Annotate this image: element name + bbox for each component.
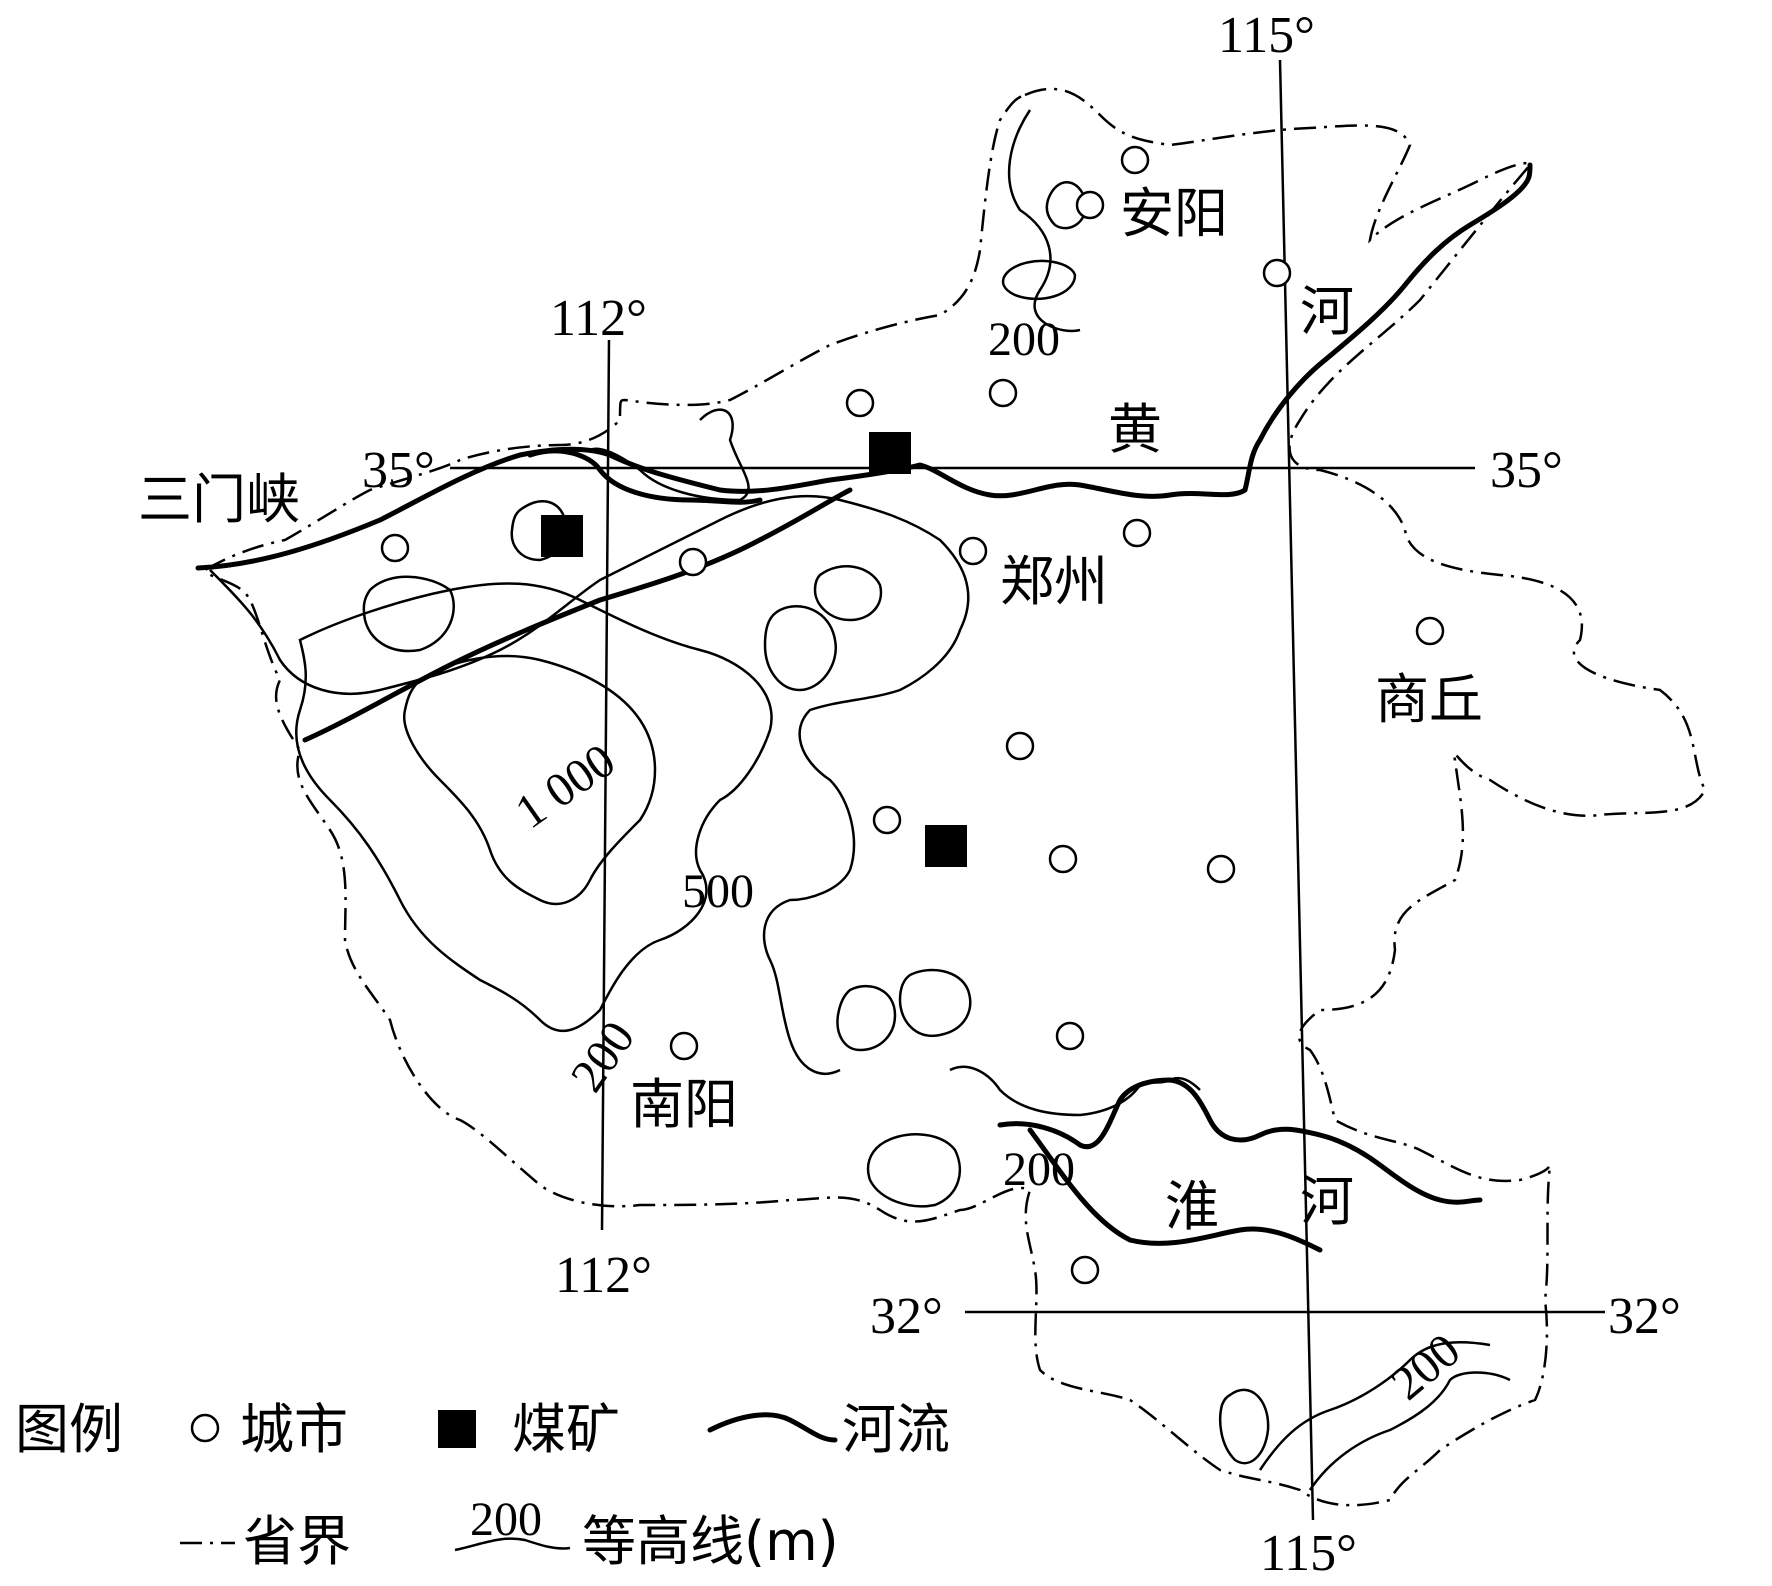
province-border — [203, 87, 1707, 1507]
meridian-115 — [1278, 59, 1315, 1521]
legend-contour-symbol — [454, 1537, 571, 1552]
coal-mine-marker — [925, 825, 967, 867]
lat-32-left-label: 32° — [870, 1288, 943, 1345]
contour-label-200-south: 200 — [1003, 1143, 1075, 1196]
legend-river-symbol — [707, 1412, 838, 1443]
contour-hill-central-5 — [866, 1133, 962, 1208]
legend: 图例 城市 煤矿 河流 省界 200 等高线(m) — [15, 1398, 950, 1573]
city-marker-shangqiu — [1415, 616, 1445, 646]
lat-35-right-label: 35° — [1490, 442, 1563, 499]
cities — [380, 145, 1445, 1285]
coal-mines — [541, 432, 967, 867]
rivers — [195, 162, 1533, 1253]
yellow-river — [195, 162, 1533, 571]
contour-hill-anyang-2 — [1001, 259, 1077, 301]
contour-200-north — [1007, 109, 1081, 333]
legend-contour-value: 200 — [470, 1493, 542, 1546]
contour-label-500: 500 — [682, 865, 754, 918]
city-label-anyang: 安阳 — [1120, 182, 1228, 245]
contour-lines — [209, 109, 1511, 1491]
legend-contour-label: 等高线(m) — [582, 1510, 839, 1573]
city-marker — [988, 378, 1018, 408]
legend-title: 图例 — [15, 1398, 123, 1461]
city-marker-nanyang — [669, 1031, 699, 1061]
contour-200-southeast-2 — [1308, 1371, 1511, 1491]
contour-hill-southeast — [1218, 1388, 1270, 1465]
contour-hill-central-3 — [898, 968, 972, 1038]
huai-river — [997, 1077, 1483, 1205]
city-marker — [1005, 731, 1035, 761]
lon-112-top-label: 112° — [550, 290, 647, 347]
legend-river-label: 河流 — [842, 1398, 950, 1461]
city-marker — [1070, 1255, 1100, 1285]
city-marker — [1262, 258, 1292, 288]
yellow-river-tributary-2 — [527, 448, 763, 505]
contour-200-south — [949, 1065, 1201, 1117]
city-label-nanyang: 南阳 — [630, 1073, 738, 1136]
contour-hill-anyang — [1045, 181, 1088, 230]
coal-mine-marker — [541, 515, 583, 557]
lat-35-left-label: 35° — [362, 442, 435, 499]
legend-mine-symbol — [438, 1410, 476, 1448]
city-marker — [845, 388, 875, 418]
city-labels: 三门峡 安阳 郑州 商丘 南阳 — [138, 182, 1483, 1136]
contour-hill-central-4 — [836, 984, 897, 1052]
lat-32-right-label: 32° — [1608, 1288, 1681, 1345]
contour-label-200-north: 200 — [988, 313, 1060, 366]
lon-115-bottom-label: 115° — [1260, 1525, 1357, 1582]
contour-500 — [295, 582, 773, 1032]
city-marker — [1122, 518, 1152, 548]
huai-river-upper — [1027, 1127, 1323, 1253]
city-label-shangqiu: 商丘 — [1375, 668, 1483, 731]
contour-label-200-southeast: 200 — [1381, 1324, 1470, 1411]
river-label-huai-he: 河 — [1300, 1170, 1354, 1233]
lon-112-bottom-label: 112° — [555, 1247, 652, 1304]
graticule-labels: 115° 115° 112° 112° 35° 35° 32° 32° — [362, 7, 1681, 1582]
city-label-sanmenxia: 三门峡 — [138, 468, 300, 531]
city-label-zhengzhou: 郑州 — [1000, 550, 1108, 613]
city-marker — [872, 805, 902, 835]
river-label-huang: 黄 — [1108, 398, 1162, 461]
city-marker-sanmenxia — [380, 533, 410, 563]
legend-city-symbol — [190, 1413, 220, 1443]
city-marker — [1048, 844, 1078, 874]
legend-city-label: 城市 — [240, 1398, 348, 1461]
legend-mine-label: 煤矿 — [512, 1398, 620, 1461]
contour-1000 — [402, 654, 657, 906]
lon-115-top-label: 115° — [1218, 7, 1315, 64]
city-marker-zhengzhou — [958, 536, 988, 566]
river-label-huai: 淮 — [1165, 1175, 1219, 1238]
contour-hill-west-2 — [510, 500, 568, 562]
city-marker — [678, 547, 708, 577]
yellow-river-tributary — [302, 487, 853, 743]
contour-hill-central-2 — [763, 605, 838, 692]
city-marker — [1206, 854, 1236, 884]
city-marker — [1120, 145, 1150, 175]
contour-hill-west-1 — [362, 575, 455, 653]
legend-border-label: 省界 — [243, 1510, 351, 1573]
meridian-112 — [600, 339, 611, 1231]
coal-mine-marker — [869, 432, 911, 474]
city-marker-anyang — [1075, 190, 1105, 220]
river-label-huang-he: 河 — [1300, 280, 1354, 343]
river-labels: 黄 河 淮 河 — [1108, 280, 1354, 1238]
contour-200-southeast — [1258, 1341, 1491, 1471]
contour-hill-central-1 — [813, 565, 883, 622]
city-marker — [1055, 1021, 1085, 1051]
contour-200-west-main — [209, 494, 970, 1075]
graticule — [450, 59, 1605, 1521]
